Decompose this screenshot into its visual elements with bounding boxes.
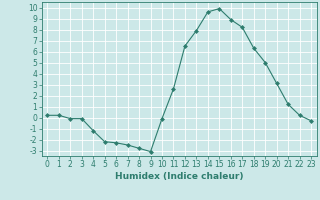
X-axis label: Humidex (Indice chaleur): Humidex (Indice chaleur) — [115, 172, 244, 181]
